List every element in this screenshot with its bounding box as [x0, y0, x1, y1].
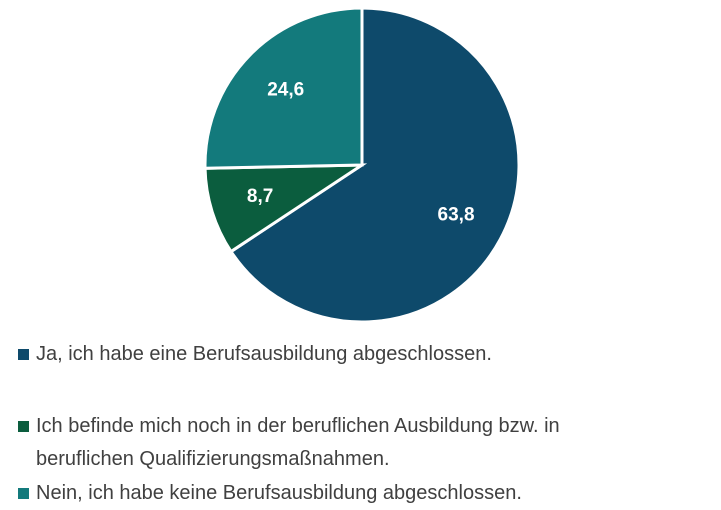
legend-item: Ich befinde mich noch in der beruflichen…	[18, 410, 656, 476]
legend-label: Ich befinde mich noch in der beruflichen…	[36, 415, 560, 470]
value-label: 8,7	[247, 186, 273, 207]
legend-swatch	[18, 349, 29, 360]
pie-slice	[203, 163, 368, 254]
legend-item: Ja, ich habe eine Berufsausbildung abges…	[18, 338, 656, 371]
legend-label: Nein, ich habe keine Berufsausbildung ab…	[36, 482, 522, 504]
legend-swatch	[18, 488, 29, 499]
value-label: 63,8	[438, 205, 475, 226]
chart: 63,8 8,7 24,6	[203, 6, 521, 324]
legend-item: Nein, ich habe keine Berufsausbildung ab…	[18, 477, 656, 510]
legend-swatch	[18, 421, 29, 432]
pie-slice	[228, 6, 521, 324]
value-label: 24,6	[267, 79, 304, 100]
pie-slice	[203, 6, 364, 170]
legend-label: Ja, ich habe eine Berufsausbildung abges…	[36, 343, 492, 365]
